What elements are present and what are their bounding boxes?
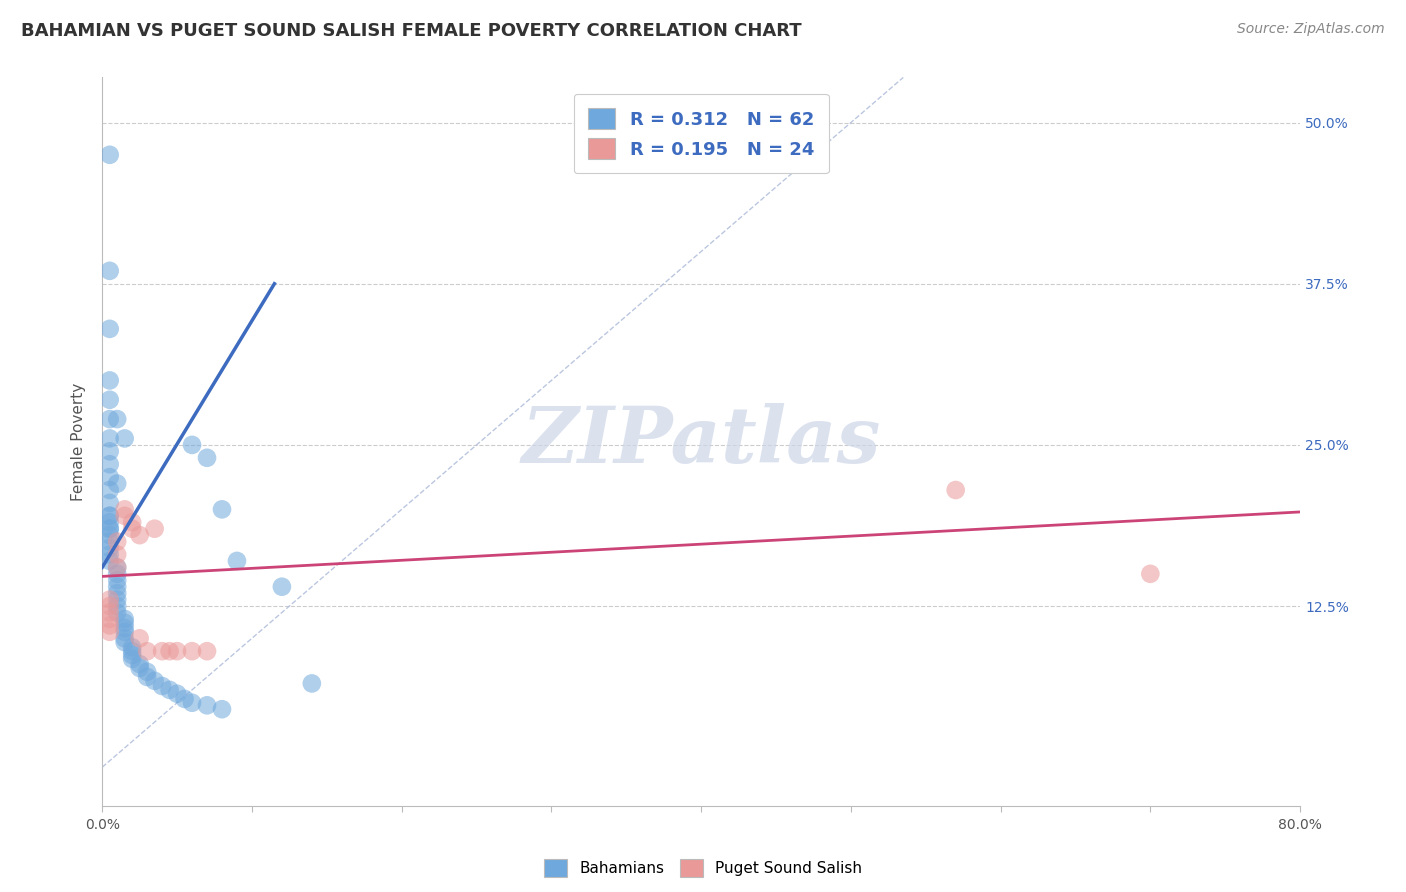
Point xyxy=(98,432,121,446)
Point xyxy=(1139,566,1161,581)
Point xyxy=(128,528,150,542)
Point xyxy=(195,450,218,465)
Point xyxy=(98,554,121,568)
Point xyxy=(98,148,121,162)
Point xyxy=(105,560,128,574)
Point xyxy=(121,652,143,666)
Point xyxy=(105,606,128,620)
Point xyxy=(98,618,121,632)
Point xyxy=(945,483,967,497)
Point xyxy=(114,621,136,635)
Point xyxy=(98,592,121,607)
Point xyxy=(114,502,136,516)
Point xyxy=(105,412,128,426)
Point xyxy=(301,676,323,690)
Point xyxy=(121,640,143,655)
Point xyxy=(114,624,136,639)
Point xyxy=(114,632,136,646)
Point xyxy=(98,515,121,529)
Point xyxy=(98,392,121,407)
Point xyxy=(98,606,121,620)
Point xyxy=(98,412,121,426)
Text: ZIPatlas: ZIPatlas xyxy=(522,403,880,480)
Point xyxy=(98,534,121,549)
Point xyxy=(226,554,249,568)
Point xyxy=(121,515,143,529)
Point xyxy=(98,470,121,484)
Point xyxy=(98,373,121,387)
Point xyxy=(143,673,166,688)
Point xyxy=(121,644,143,658)
Point xyxy=(211,502,233,516)
Point xyxy=(105,599,128,613)
Point xyxy=(159,644,181,658)
Point xyxy=(98,508,121,523)
Point xyxy=(181,696,204,710)
Point xyxy=(98,457,121,471)
Point xyxy=(98,624,121,639)
Point xyxy=(98,548,121,562)
Point xyxy=(128,632,150,646)
Point xyxy=(136,665,159,679)
Point xyxy=(98,528,121,542)
Point xyxy=(98,599,121,613)
Point xyxy=(136,670,159,684)
Point xyxy=(128,661,150,675)
Point xyxy=(150,679,173,693)
Point xyxy=(270,580,292,594)
Point xyxy=(98,612,121,626)
Point xyxy=(105,534,128,549)
Point xyxy=(105,586,128,600)
Point xyxy=(121,648,143,662)
Point xyxy=(98,522,121,536)
Point xyxy=(121,522,143,536)
Point xyxy=(105,566,128,581)
Point xyxy=(105,592,128,607)
Point xyxy=(105,580,128,594)
Point xyxy=(98,522,121,536)
Point xyxy=(181,644,204,658)
Point xyxy=(105,476,128,491)
Point xyxy=(114,432,136,446)
Point xyxy=(114,612,136,626)
Point xyxy=(98,444,121,458)
Point xyxy=(114,615,136,630)
Text: BAHAMIAN VS PUGET SOUND SALISH FEMALE POVERTY CORRELATION CHART: BAHAMIAN VS PUGET SOUND SALISH FEMALE PO… xyxy=(21,22,801,40)
Point xyxy=(211,702,233,716)
Point xyxy=(98,483,121,497)
Point xyxy=(105,560,128,574)
Point xyxy=(136,644,159,658)
Y-axis label: Female Poverty: Female Poverty xyxy=(72,383,86,500)
Legend: R = 0.312   N = 62, R = 0.195   N = 24: R = 0.312 N = 62, R = 0.195 N = 24 xyxy=(574,94,828,173)
Point xyxy=(105,574,128,588)
Point xyxy=(114,508,136,523)
Point xyxy=(159,682,181,697)
Legend: Bahamians, Puget Sound Salish: Bahamians, Puget Sound Salish xyxy=(537,852,869,884)
Point xyxy=(181,438,204,452)
Text: Source: ZipAtlas.com: Source: ZipAtlas.com xyxy=(1237,22,1385,37)
Point xyxy=(150,644,173,658)
Point xyxy=(143,522,166,536)
Point xyxy=(166,687,188,701)
Point xyxy=(173,692,195,706)
Point xyxy=(114,635,136,649)
Point xyxy=(98,541,121,555)
Point xyxy=(98,496,121,510)
Point xyxy=(128,657,150,671)
Point xyxy=(98,264,121,278)
Point xyxy=(105,548,128,562)
Point xyxy=(98,322,121,336)
Point xyxy=(195,644,218,658)
Point xyxy=(166,644,188,658)
Point xyxy=(98,508,121,523)
Point xyxy=(195,698,218,713)
